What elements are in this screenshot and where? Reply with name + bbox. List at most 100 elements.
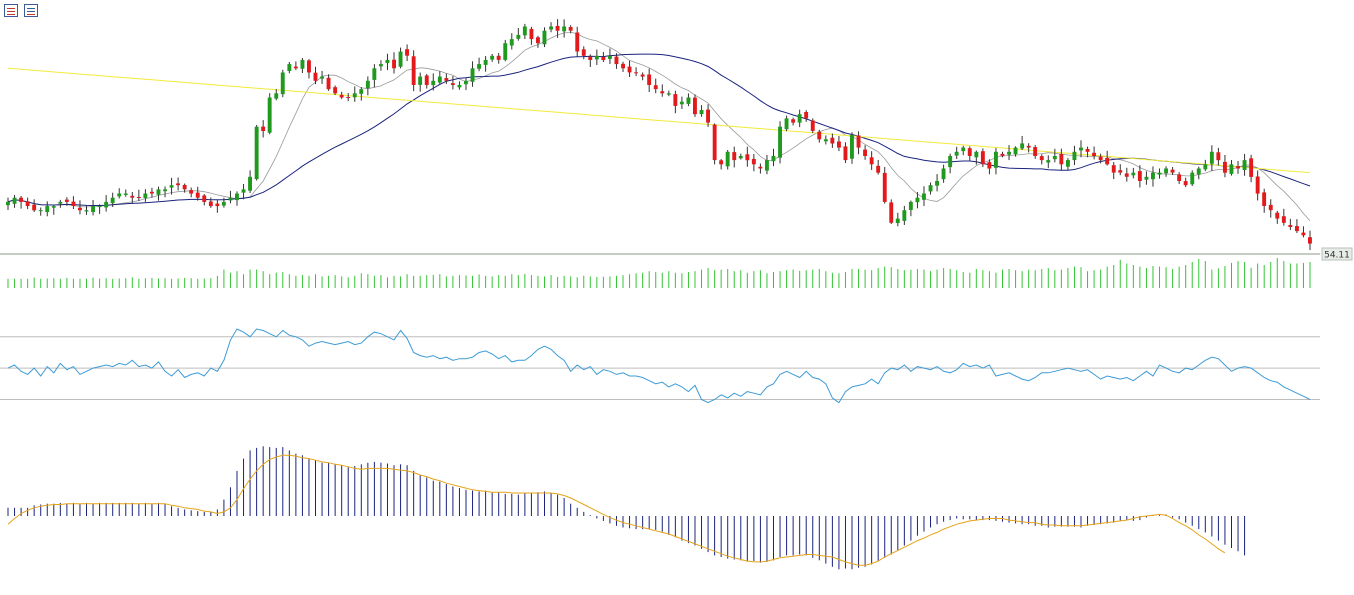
candle xyxy=(967,146,972,161)
candle-body xyxy=(130,195,135,198)
candle xyxy=(1013,146,1018,157)
candle-body xyxy=(405,49,409,56)
candle xyxy=(1020,135,1025,150)
candle-body xyxy=(588,56,593,60)
candle-body xyxy=(437,76,442,83)
candle xyxy=(300,57,305,74)
candle-body xyxy=(431,80,436,86)
candle xyxy=(856,131,861,155)
candle xyxy=(156,186,161,201)
candle xyxy=(1111,162,1116,180)
candle xyxy=(110,192,115,207)
candle-body xyxy=(594,55,599,60)
candle xyxy=(1092,146,1096,160)
candle-body xyxy=(987,162,992,169)
candle xyxy=(666,90,671,97)
candle-body xyxy=(673,94,678,106)
candle xyxy=(837,136,841,152)
candle xyxy=(974,150,979,165)
candle-body xyxy=(1190,172,1195,185)
candle-body xyxy=(1249,158,1254,177)
candle-body xyxy=(509,39,514,46)
candle-body xyxy=(326,77,331,90)
candle xyxy=(19,195,23,209)
ma-long-line xyxy=(7,67,1311,174)
candle-body xyxy=(392,59,396,69)
candle xyxy=(346,93,351,102)
candle-body xyxy=(182,184,187,190)
candle xyxy=(804,110,809,122)
candle xyxy=(679,96,684,109)
candle-body xyxy=(876,165,881,173)
candle xyxy=(1124,167,1129,182)
candle-body xyxy=(522,26,527,36)
candle-body xyxy=(1079,147,1083,151)
candle-body xyxy=(457,85,462,88)
candle-body xyxy=(666,93,671,95)
candle xyxy=(614,53,619,69)
candle xyxy=(1170,166,1175,175)
candle-body xyxy=(71,201,76,206)
candle xyxy=(1183,177,1188,188)
candle-body xyxy=(810,120,815,131)
candle xyxy=(608,48,612,64)
candle xyxy=(765,154,769,175)
candle xyxy=(1039,154,1044,165)
candle xyxy=(817,129,822,143)
candle xyxy=(261,120,266,138)
candle-body xyxy=(241,189,246,193)
candle-body xyxy=(418,76,423,85)
candle-body xyxy=(771,156,776,162)
rsi-panel xyxy=(0,328,1320,404)
candle-body xyxy=(411,56,416,85)
candle-body xyxy=(889,202,894,223)
candle xyxy=(490,53,495,62)
candle-body xyxy=(1255,176,1260,194)
candle xyxy=(78,200,82,215)
candle-body xyxy=(562,26,567,32)
candle xyxy=(1079,140,1083,158)
last-price-label: 54.11 xyxy=(1324,251,1350,261)
candle-body xyxy=(745,154,750,161)
chart-settings-icon[interactable] xyxy=(24,4,38,17)
candle xyxy=(320,70,324,84)
candle xyxy=(823,135,828,145)
indicator-list-icon[interactable] xyxy=(4,4,18,17)
candle-body xyxy=(424,75,429,85)
candle xyxy=(1301,226,1306,238)
candle-body xyxy=(300,59,305,69)
candle-body xyxy=(980,151,985,165)
candle-body xyxy=(922,193,926,200)
candle-body xyxy=(941,168,946,180)
candle-body xyxy=(84,210,89,212)
candle xyxy=(1249,154,1254,183)
candle xyxy=(91,199,95,216)
candle-body xyxy=(1111,165,1116,173)
candle-body xyxy=(791,119,796,123)
candle-body xyxy=(1092,152,1096,156)
candle-body xyxy=(235,193,239,201)
candle-body xyxy=(1295,226,1299,232)
candle-body xyxy=(1157,172,1162,175)
candle xyxy=(418,72,423,92)
candle-body xyxy=(1209,151,1214,164)
candle-body xyxy=(608,55,612,59)
candle xyxy=(542,27,547,48)
candle xyxy=(1072,145,1077,166)
candle xyxy=(64,197,69,206)
candle-body xyxy=(1118,170,1123,173)
candle xyxy=(1137,165,1142,188)
candle-body xyxy=(352,93,357,98)
candle-body xyxy=(58,201,63,204)
candle-body xyxy=(25,201,30,206)
candle-body xyxy=(1085,149,1090,152)
macd-signal-line xyxy=(7,454,1226,566)
candle xyxy=(980,148,985,168)
candle-body xyxy=(1144,176,1149,180)
candle xyxy=(536,35,540,48)
candle-body xyxy=(804,112,809,119)
candle-body xyxy=(994,151,998,168)
candle xyxy=(1236,160,1240,174)
candle xyxy=(477,57,481,72)
candle-body xyxy=(477,64,481,69)
